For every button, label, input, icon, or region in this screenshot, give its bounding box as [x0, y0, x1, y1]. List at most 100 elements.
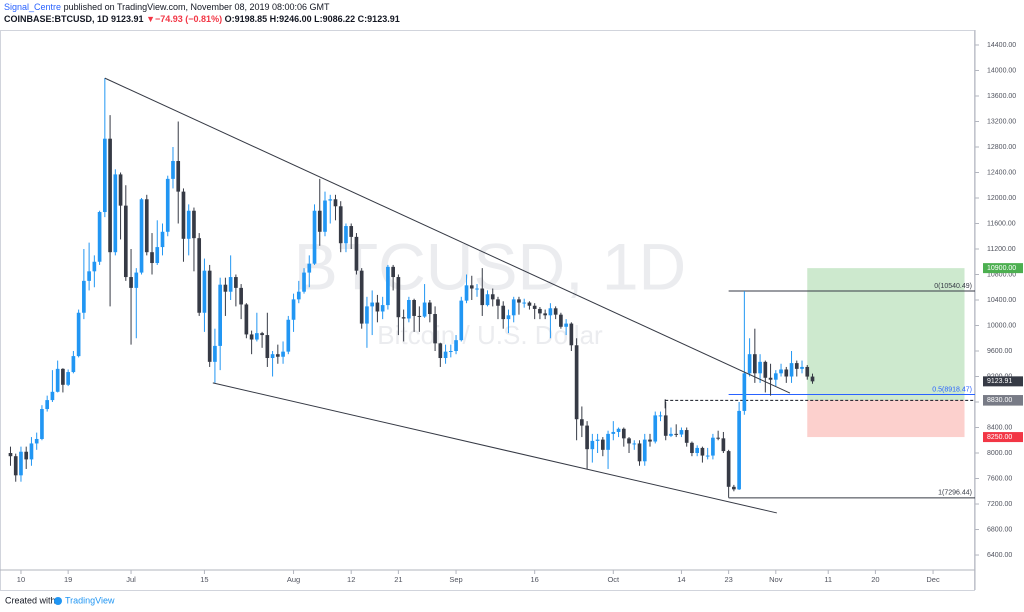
- candle-body: [8, 453, 13, 457]
- candle-body: [496, 299, 500, 306]
- candle-body: [485, 294, 490, 306]
- candle-body: [255, 333, 259, 340]
- candle-body: [543, 313, 547, 316]
- candle-body: [13, 456, 18, 476]
- y-tick-label: 11600.00: [987, 220, 1016, 227]
- candle-body: [653, 415, 658, 442]
- candle-body: [517, 299, 521, 303]
- y-tick-label: 7200.00: [987, 501, 1012, 508]
- candle-body: [454, 340, 458, 352]
- candle-body: [448, 351, 453, 353]
- trendline: [104, 77, 791, 394]
- candle-body: [144, 199, 149, 253]
- candle-body: [396, 277, 401, 318]
- candle-body: [417, 315, 422, 317]
- price-tag: [983, 432, 1023, 443]
- candle-body: [103, 138, 107, 213]
- candle-body: [239, 287, 243, 305]
- candle-body: [171, 161, 175, 179]
- candle-body: [328, 199, 333, 201]
- candle-body: [333, 199, 338, 207]
- candle-body: [606, 433, 610, 450]
- symbol: COINBASE:BTCUSD, 1D: [4, 14, 109, 24]
- candle-body: [66, 372, 70, 385]
- candle-body: [139, 199, 144, 273]
- candle-body: [291, 299, 296, 320]
- candle-body: [559, 314, 563, 327]
- candle-body: [569, 323, 574, 346]
- x-tick-label: 11: [824, 575, 832, 584]
- candle-body: [789, 363, 794, 377]
- candle-body: [548, 308, 553, 316]
- candle-body: [260, 333, 264, 336]
- header-line: Signal_Centre published on TradingView.c…: [4, 2, 330, 12]
- change-arrow: ▼: [146, 14, 156, 24]
- candle-body: [92, 261, 97, 272]
- candle-body: [265, 335, 270, 359]
- candle-body: [24, 451, 29, 460]
- y-tick-label: 10400.00: [987, 297, 1016, 304]
- candle-body: [422, 302, 427, 317]
- candle-body: [176, 161, 181, 192]
- candle-body: [375, 302, 380, 312]
- candle-body: [401, 317, 406, 319]
- ohlc: O:9198.85 H:9246.00 L:9086.22 C:9123.91: [224, 14, 400, 24]
- candle-body: [359, 270, 364, 324]
- candle-body: [532, 305, 537, 309]
- candle-body: [192, 210, 196, 239]
- x-tick-label: 16: [531, 575, 539, 584]
- x-tick-label: 21: [394, 575, 402, 584]
- y-tick-label: 6800.00: [987, 526, 1012, 533]
- candle-body: [469, 285, 474, 289]
- candle-body: [475, 288, 479, 290]
- candle-body: [800, 366, 804, 369]
- candle-body: [747, 354, 752, 374]
- y-tick-label: 13200.00: [987, 118, 1016, 125]
- price-tag-label: 8250.00: [987, 434, 1012, 441]
- candle-body: [742, 373, 747, 411]
- author[interactable]: Signal_Centre: [4, 2, 62, 12]
- candle-body: [29, 443, 34, 460]
- candle-body: [684, 430, 689, 443]
- y-tick-label: 8000.00: [987, 450, 1012, 457]
- candle-body: [501, 305, 506, 320]
- candle-body: [758, 361, 762, 374]
- candle-body: [87, 271, 91, 281]
- candle-body: [249, 334, 254, 340]
- candle-body: [186, 210, 191, 239]
- candle-body: [344, 226, 348, 244]
- x-tick-label: 15: [200, 575, 208, 584]
- candle-body: [732, 486, 736, 490]
- candle-body: [349, 226, 354, 237]
- candle-body: [705, 455, 710, 457]
- candle-body: [71, 356, 76, 373]
- candle-body: [82, 280, 86, 313]
- candle-body: [228, 277, 233, 292]
- y-tick-label: 7600.00: [987, 475, 1012, 482]
- footer-brand[interactable]: TradingView: [65, 595, 115, 605]
- candle-body: [244, 304, 249, 335]
- candle-body: [407, 300, 411, 319]
- price-tag-label: 9123.91: [987, 378, 1012, 385]
- candle-body: [490, 294, 495, 300]
- candle-body: [108, 138, 112, 253]
- x-tick-label: Dec: [926, 575, 940, 584]
- candle-body: [574, 345, 579, 420]
- candle-body: [433, 314, 437, 344]
- x-tick-label: Aug: [287, 575, 300, 584]
- x-tick-label: Nov: [769, 575, 783, 584]
- y-tick-label: 11200.00: [987, 246, 1016, 253]
- candle-body: [19, 451, 23, 476]
- candle-body: [658, 415, 663, 417]
- candle-body: [281, 351, 285, 357]
- candle-body: [669, 433, 673, 436]
- candle-body: [590, 440, 595, 450]
- candle-body: [674, 433, 679, 435]
- fib-label: 0.5(8918.47): [932, 386, 972, 393]
- candle-body: [181, 191, 186, 239]
- candle-body: [61, 368, 65, 385]
- candle-body: [480, 288, 485, 306]
- candle-body: [737, 410, 741, 490]
- trendline: [212, 382, 777, 514]
- candle-body: [527, 302, 532, 306]
